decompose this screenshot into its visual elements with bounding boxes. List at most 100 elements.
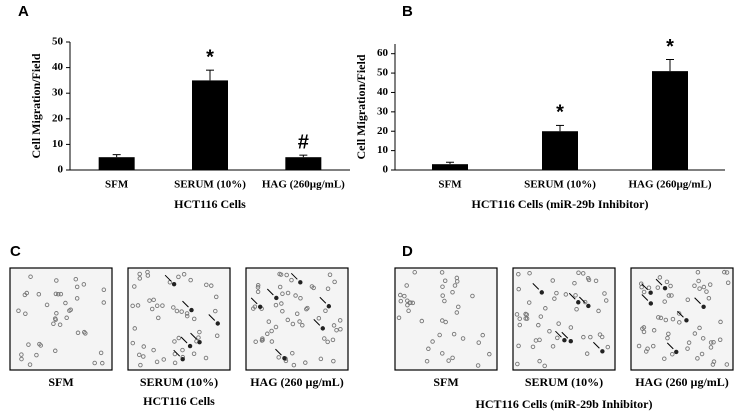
cell [273,302,279,308]
cell [695,270,701,275]
cell [260,336,265,341]
arrow [555,330,562,338]
cell [724,270,730,275]
arrow [250,297,258,305]
x-axis-label: HCT116 Cells (miR-29b Inhibitor) [471,197,648,211]
y-axis-label: Cell Migration/Field [29,53,43,158]
arrow [666,342,674,350]
cell [405,302,410,308]
cell [686,340,692,345]
cell [725,280,731,286]
arrow [641,294,649,301]
cell [276,355,281,360]
cell [280,291,285,297]
cell [530,344,536,350]
cell [398,298,404,304]
y-tick-label: 20 [377,125,389,137]
cell [23,311,28,317]
x-tick-label: HAG (260µg/mL) [628,179,711,191]
cell [53,291,59,297]
cell [516,286,521,292]
cell [331,323,337,328]
cell [665,335,670,341]
cell [550,278,555,283]
cell [184,313,190,319]
cell [574,307,579,312]
bar [98,157,135,170]
cell [523,311,528,317]
cell [514,312,520,317]
cell [289,277,294,283]
cell [580,271,586,276]
cell [552,296,557,301]
cell [325,286,331,292]
cell [450,355,455,361]
significance-mark: * [556,102,564,124]
cell [303,360,308,365]
cell [582,299,588,305]
x-axis-label: HCT116 Cells [174,197,246,211]
cell [718,319,723,325]
cell [154,359,160,365]
arrow [190,332,197,340]
cell [130,303,135,309]
cell [697,325,702,331]
migrated-cell [684,318,689,323]
cell [581,334,586,340]
cell [197,329,202,335]
cell [704,289,709,294]
image-caption: HAG (260 µg/mL) [635,375,729,389]
cell [156,315,161,321]
bar [652,71,688,170]
cell [650,343,656,349]
arrow [208,314,216,321]
cell [636,343,642,349]
cell [64,315,69,321]
panel-label: C [10,243,21,260]
cell [174,308,180,314]
cell [707,282,713,287]
bar [542,131,578,170]
cell [27,362,33,367]
cell [311,285,316,291]
cell [147,298,152,303]
cell [278,272,284,277]
arrow [694,297,701,305]
cell [151,297,156,303]
cell [132,326,138,331]
cell [26,342,31,347]
cell [57,322,63,327]
cell [454,310,460,315]
migrated-cell [326,304,332,309]
cell [280,308,285,314]
cell [98,350,104,356]
cell [337,318,343,323]
cell [19,356,24,362]
cell [695,356,700,361]
arrow [641,283,648,291]
cell [584,351,590,356]
cell [662,299,667,304]
cell [588,334,593,340]
cell [73,276,79,282]
cell [204,282,209,288]
cell [255,289,261,295]
cell [24,290,30,296]
cell [171,305,176,310]
y-tick-label: 0 [58,164,64,176]
cell [137,276,143,281]
migrated-cell [298,280,303,285]
y-tick-label: 10 [377,144,389,156]
y-tick-label: 60 [377,47,389,59]
migrated-cell [274,295,279,301]
panel-label: B [402,3,413,20]
migrated-cell [586,303,591,309]
cell [132,284,137,289]
cell [537,358,542,364]
cell [456,304,461,310]
micrograph [394,267,498,371]
cell [442,298,447,304]
arrow [164,274,172,282]
panel-label: A [18,3,29,20]
